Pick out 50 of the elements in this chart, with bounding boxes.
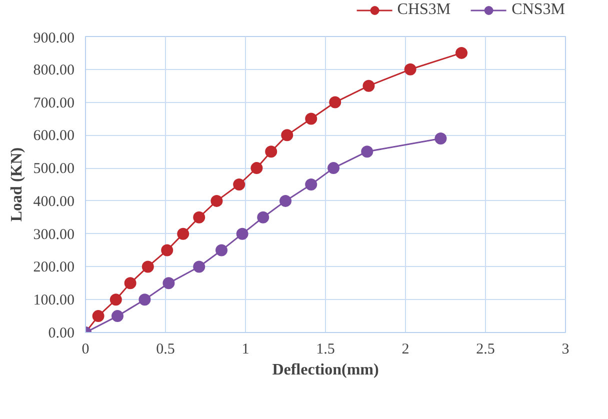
point: [361, 146, 374, 158]
point: [265, 146, 278, 158]
y-tick-label: 100.00: [33, 292, 74, 309]
y-tick-label: 700.00: [33, 95, 74, 112]
y-tick-label: 0.00: [48, 326, 74, 342]
legend-label: CNS3M: [512, 1, 565, 19]
y-tick-label: 600.00: [33, 128, 74, 144]
point: [329, 96, 342, 108]
x-tick-label: 1.5: [316, 342, 335, 358]
x-tick-label: 2.5: [476, 342, 495, 358]
x-tick-label: 0.5: [156, 342, 175, 358]
y-tick-label: 300.00: [33, 226, 74, 243]
y-tick-label: 800.00: [33, 62, 74, 78]
point: [281, 129, 294, 142]
x-tick-label: 2: [402, 342, 410, 358]
point: [236, 228, 248, 240]
point: [250, 162, 263, 174]
point: [193, 211, 206, 224]
y-tick-label: 400.00: [33, 194, 74, 210]
point: [280, 194, 292, 207]
point: [233, 178, 246, 190]
point: [305, 112, 318, 125]
point: [456, 46, 468, 59]
point: [404, 63, 416, 76]
y-tick-label: 900.00: [33, 30, 74, 46]
y-tick-label: 200.00: [33, 260, 74, 276]
point: [328, 162, 340, 174]
point: [142, 260, 154, 273]
point: [124, 277, 136, 290]
point: [110, 294, 122, 306]
legend-label: CHS3M: [397, 1, 451, 19]
point: [112, 310, 124, 322]
x-tick-label: 3: [562, 342, 570, 358]
point: [216, 244, 228, 256]
point: [210, 194, 223, 207]
point: [138, 294, 151, 306]
x-axis-title: Deflection(mm): [272, 362, 379, 378]
point: [434, 132, 447, 144]
point: [193, 260, 206, 273]
point: [177, 228, 190, 240]
point: [161, 244, 174, 256]
point: [362, 80, 375, 92]
point: [92, 310, 104, 322]
y-tick-label: 500.00: [33, 161, 74, 178]
point: [162, 277, 175, 290]
x-tick-label: 1: [242, 342, 250, 358]
x-tick-label: 0: [82, 342, 90, 358]
y-axis-title: Load (KN): [8, 147, 26, 222]
point: [305, 178, 318, 190]
point: [257, 211, 270, 224]
